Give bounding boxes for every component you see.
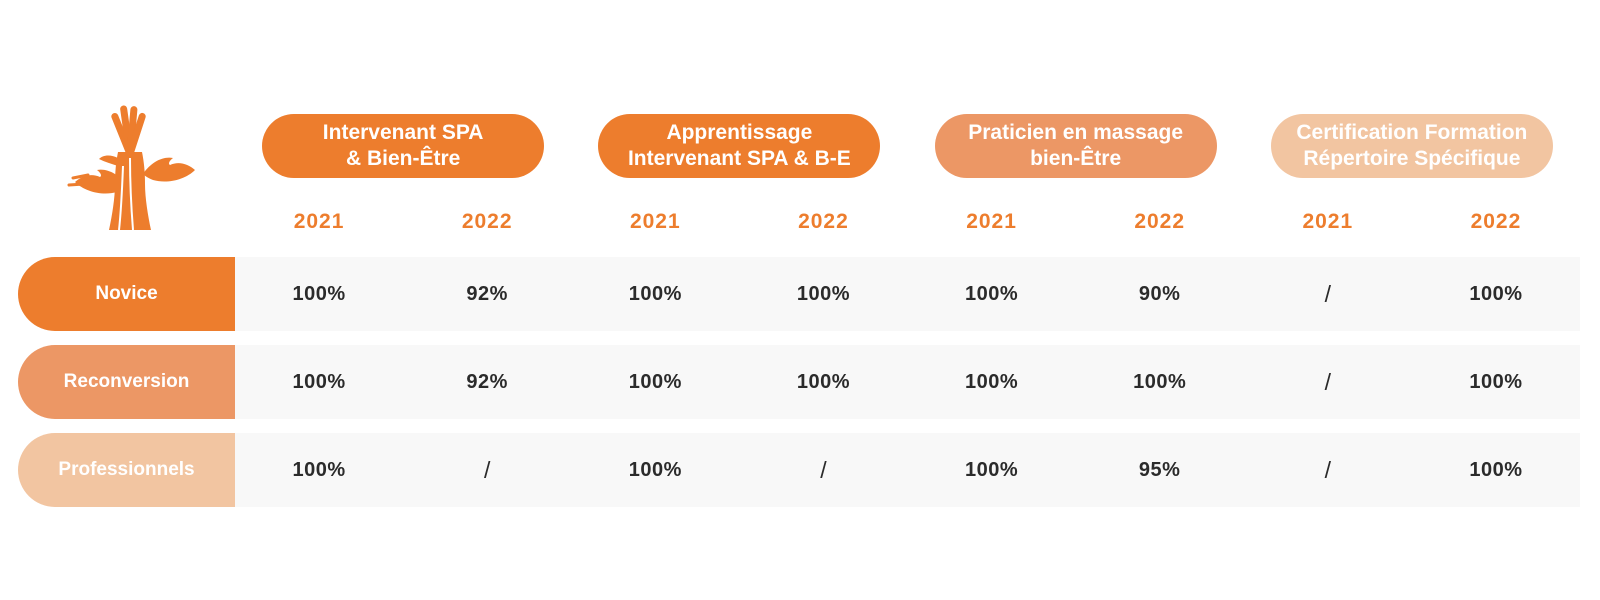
value-cell: 100% (628, 370, 682, 393)
row-label-professionnels: Professionnels (18, 433, 235, 507)
year-header: 2022 (798, 210, 849, 233)
value-cell: 100% (1469, 370, 1523, 393)
hands-logo-icon (55, 100, 215, 231)
program-header-line: bien-Être (1030, 147, 1122, 170)
row-values: 100% 92% 100% 100% 100% 90% / 100% (235, 257, 1580, 331)
program-header-certification: Certification Formation Répertoire Spéci… (1270, 114, 1553, 178)
row-values: 100% / 100% / 100% 95% / 100% (235, 433, 1580, 507)
value-cell: 100% (628, 458, 682, 481)
table-row-reconversion: Reconversion 100% 92% 100% 100% 100% 100… (18, 345, 1580, 419)
value-cell: 100% (964, 370, 1019, 393)
program-headers: Intervenant SPA & Bien-Être Apprentissag… (235, 113, 1580, 179)
year-header: 2022 (1134, 210, 1186, 233)
program-header-praticien-massage: Praticien en massage bien-Être (934, 114, 1217, 178)
value-cell: 100% (796, 370, 851, 393)
row-label-reconversion: Reconversion (18, 345, 235, 419)
program-header-apprentissage: Apprentissage Intervenant SPA & B-E (598, 114, 881, 178)
value-cell: 100% (1469, 458, 1523, 481)
value-cell: 92% (466, 370, 508, 393)
row-values: 100% 92% 100% 100% 100% 100% / 100% (235, 345, 1580, 419)
value-cell: / (1324, 456, 1331, 483)
year-header: 2021 (1302, 210, 1354, 233)
value-cell: 92% (466, 282, 508, 305)
value-cell: 100% (292, 282, 346, 305)
value-cell: 90% (1138, 282, 1181, 305)
year-header: 2021 (293, 210, 345, 233)
row-label-novice: Novice (18, 257, 235, 331)
program-header-line: Intervenant SPA & B-E (627, 147, 851, 170)
program-header-line: Répertoire Spécifique (1303, 147, 1521, 170)
value-cell: 95% (1138, 458, 1181, 481)
program-header-line: Apprentissage (666, 121, 813, 144)
year-header: 2021 (629, 210, 681, 233)
value-cell: / (820, 456, 827, 483)
value-cell: / (1324, 368, 1331, 395)
value-cell: / (483, 456, 491, 483)
year-header: 2021 (966, 210, 1017, 233)
program-header-line: Certification Formation (1296, 121, 1528, 144)
value-cell: 100% (1469, 282, 1523, 305)
value-cell: 100% (292, 458, 346, 481)
value-cell: 100% (628, 282, 682, 305)
program-header-line: Praticien en massage (968, 121, 1184, 144)
year-header: 2022 (461, 210, 513, 233)
table-row-novice: Novice 100% 92% 100% 100% 100% 90% / 100… (18, 257, 1580, 331)
value-cell: 100% (964, 458, 1019, 481)
value-cell: 100% (1133, 370, 1187, 393)
year-header: 2022 (1470, 210, 1522, 233)
year-header-row: 2021 2022 2021 2022 2021 2022 2021 2022 (235, 206, 1580, 238)
program-header-intervenant-spa: Intervenant SPA & Bien-Être (262, 114, 545, 178)
value-cell: 100% (796, 282, 851, 305)
value-cell: 100% (292, 370, 346, 393)
program-header-line: Intervenant SPA (322, 121, 484, 144)
value-cell: / (1324, 280, 1331, 307)
program-header-line: & Bien-Être (345, 147, 461, 170)
table-row-professionnels: Professionnels 100% / 100% / 100% 95% / … (18, 433, 1580, 507)
value-cell: 100% (964, 282, 1019, 305)
